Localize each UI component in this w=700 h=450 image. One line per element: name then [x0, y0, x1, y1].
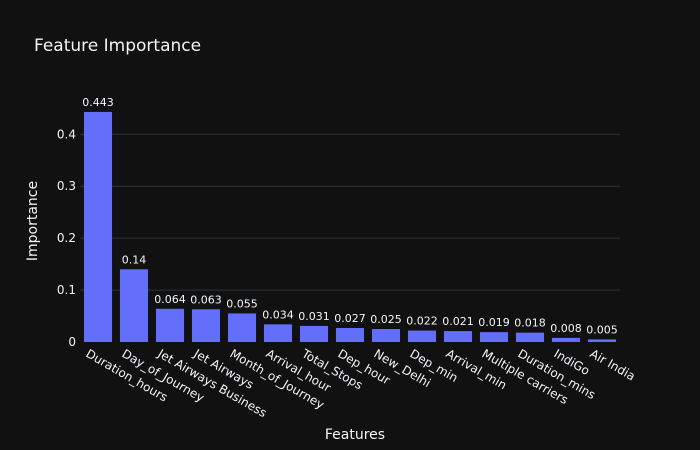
- bar: [515, 332, 545, 342]
- chart-title: Feature Importance: [34, 36, 201, 56]
- bar: [119, 269, 149, 342]
- bar-value-label: 0.019: [478, 316, 510, 329]
- bar-value-label: 0.443: [82, 96, 114, 109]
- bar: [587, 339, 617, 342]
- x-tick-label: Air India: [588, 346, 638, 383]
- bar: [299, 325, 329, 342]
- bar: [191, 309, 221, 342]
- y-axis-title: Importance: [25, 181, 41, 261]
- bar-value-label: 0.025: [370, 313, 402, 326]
- bar-value-label: 0.027: [334, 312, 366, 325]
- bar-value-label: 0.018: [514, 317, 546, 330]
- y-tick-label: 0.2: [57, 231, 76, 245]
- data-labels: 0.443 0.14 0.064 0.063 0.055 0.034 0.031 0.027 0…: [82, 96, 618, 336]
- bar: [335, 327, 365, 342]
- bars: [83, 111, 617, 342]
- bar-value-label: 0.034: [262, 308, 294, 321]
- y-tick-label: 0.1: [57, 283, 76, 297]
- bar-value-label: 0.022: [406, 315, 438, 328]
- bar-value-label: 0.063: [190, 293, 222, 306]
- bar: [83, 111, 113, 342]
- bar-value-label: 0.031: [298, 310, 330, 323]
- bar-value-label: 0.14: [122, 253, 147, 266]
- bar: [371, 329, 401, 342]
- bar: [407, 330, 437, 342]
- bar: [443, 331, 473, 342]
- gridlines: [80, 133, 620, 291]
- bar-value-label: 0.064: [154, 293, 186, 306]
- bar: [227, 313, 257, 342]
- y-tick-label: 0: [68, 335, 76, 349]
- bar: [155, 308, 185, 342]
- bar-value-label: 0.021: [442, 315, 474, 328]
- bar-value-label: 0.005: [586, 323, 618, 336]
- bar: [263, 324, 293, 342]
- y-axis-ticks: 0 0.1 0.2 0.3 0.4: [57, 127, 76, 349]
- bar: [551, 337, 581, 342]
- x-axis-title: Features: [325, 427, 385, 443]
- bar-value-label: 0.008: [550, 322, 582, 335]
- y-tick-label: 0.3: [57, 179, 76, 193]
- y-tick-label: 0.4: [57, 127, 76, 141]
- bar-value-label: 0.055: [226, 297, 258, 310]
- bar: [479, 332, 509, 342]
